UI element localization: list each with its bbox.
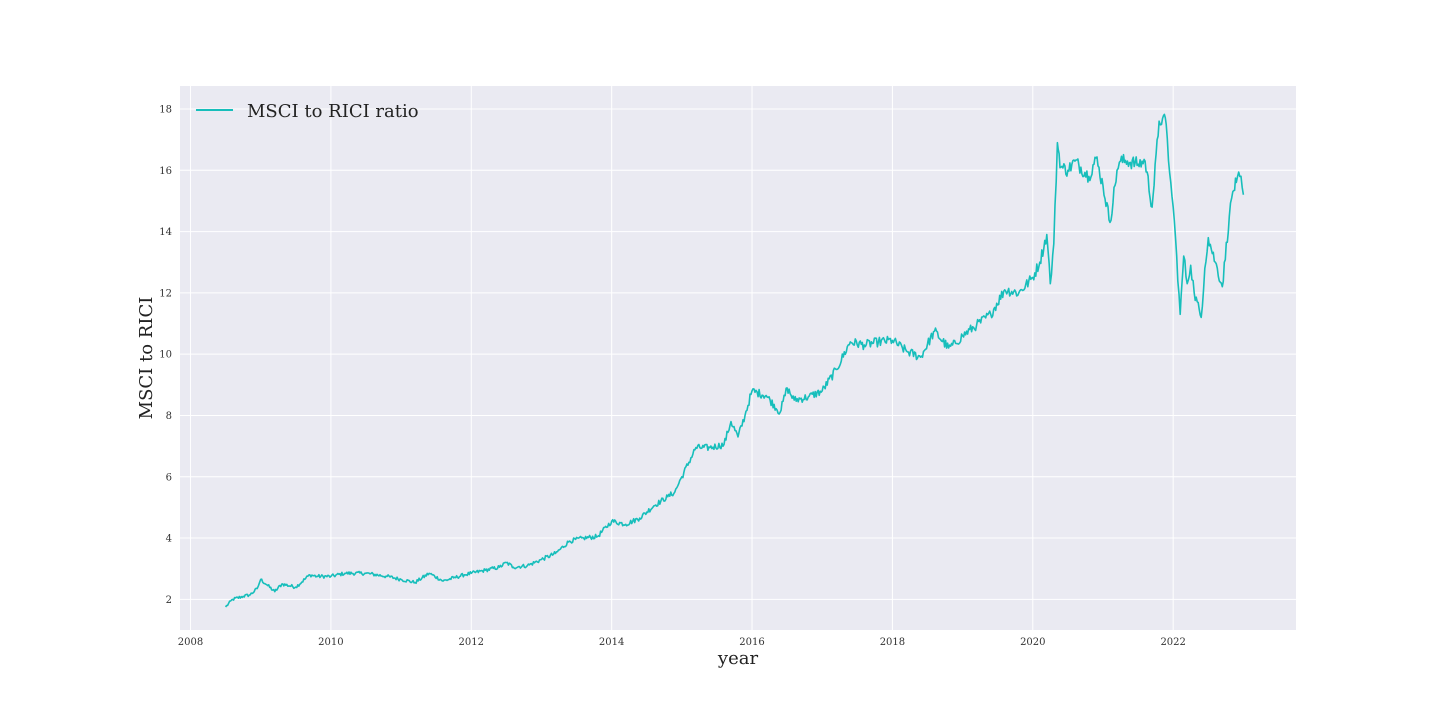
gridlines xyxy=(180,86,1296,630)
x-tick-label: 2008 xyxy=(178,637,203,648)
x-axis-title: year xyxy=(717,648,759,669)
y-tick-label: 2 xyxy=(166,595,172,606)
x-tick-label: 2022 xyxy=(1160,637,1185,648)
x-tick-label: 2018 xyxy=(880,637,905,648)
x-tick-label: 2014 xyxy=(599,637,624,648)
y-tick-label: 6 xyxy=(166,472,172,483)
y-tick-labels: 2 4 6 8 10 12 14 16 18 xyxy=(159,104,172,605)
plot-background xyxy=(180,86,1296,630)
y-tick-label: 8 xyxy=(166,411,172,422)
legend-label: MSCI to RICI ratio xyxy=(247,101,419,122)
y-tick-label: 10 xyxy=(159,350,172,361)
x-tick-label: 2010 xyxy=(318,637,343,648)
x-tick-label: 2012 xyxy=(459,637,484,648)
y-tick-label: 18 xyxy=(159,104,172,115)
y-tick-label: 4 xyxy=(166,534,172,545)
y-tick-label: 16 xyxy=(159,166,172,177)
legend: MSCI to RICI ratio xyxy=(196,101,419,122)
y-tick-label: 14 xyxy=(159,227,172,238)
series-line xyxy=(224,113,1245,608)
x-tick-labels: 2008 2010 2012 2014 2016 2018 2020 2022 xyxy=(178,637,1186,648)
x-tick-label: 2016 xyxy=(739,637,764,648)
y-tick-label: 12 xyxy=(159,288,172,299)
x-tick-label: 2020 xyxy=(1020,637,1045,648)
y-axis-title: MSCI to RICI xyxy=(136,297,157,420)
